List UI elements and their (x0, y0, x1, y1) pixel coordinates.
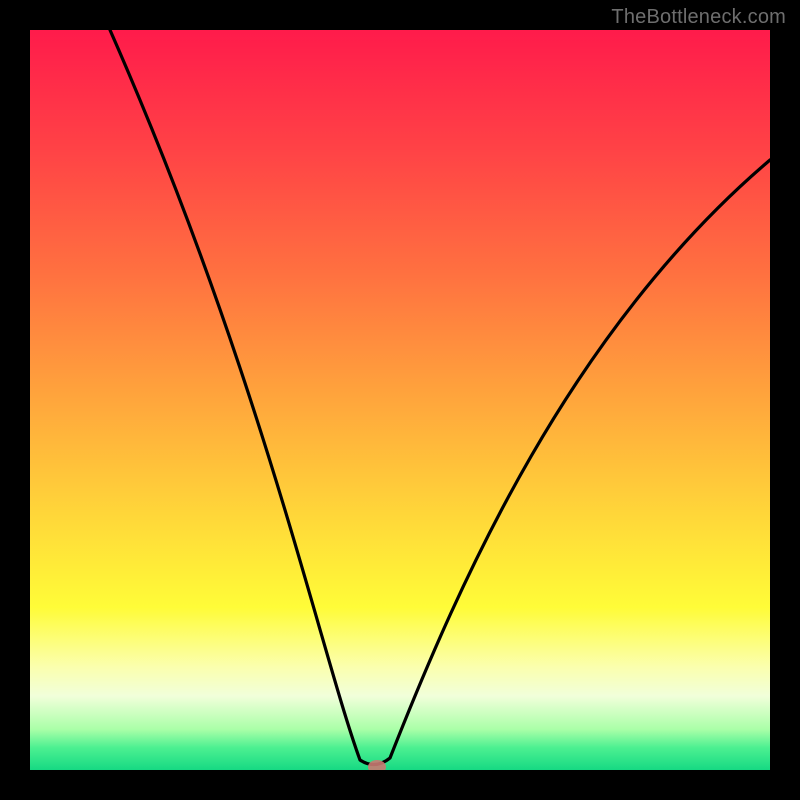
watermark-text: TheBottleneck.com (611, 6, 786, 29)
plot-area (30, 30, 770, 770)
optimal-point-marker (368, 760, 386, 770)
bottleneck-curve (110, 30, 770, 765)
curve-svg (30, 30, 770, 770)
